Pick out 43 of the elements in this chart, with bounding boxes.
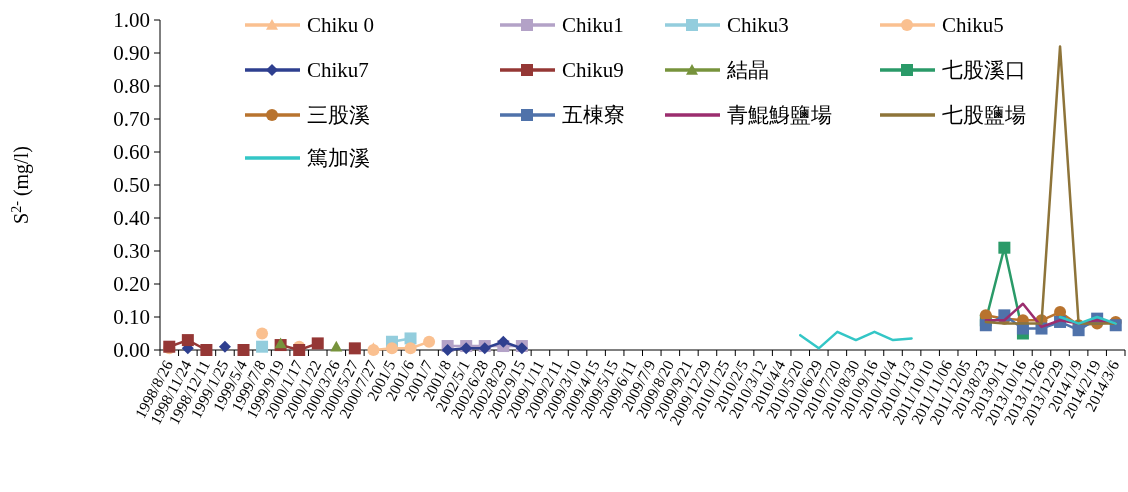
point — [256, 340, 269, 353]
point — [200, 344, 213, 356]
legend-label: 五棟寮 — [562, 103, 625, 128]
point — [181, 334, 194, 347]
point — [367, 344, 380, 356]
y-tick-label: 0.00 — [113, 338, 150, 363]
y-tick-label: 0.10 — [113, 305, 150, 330]
point — [423, 335, 436, 348]
legend-label: 三股溪 — [307, 103, 370, 128]
point — [404, 342, 417, 355]
y-tick-label: 0.90 — [113, 41, 150, 66]
point — [385, 342, 398, 355]
legend-label: Chiku3 — [727, 13, 789, 38]
legend-label: Chiku9 — [562, 58, 624, 83]
point — [497, 335, 510, 348]
y-tick-label: 0.70 — [113, 107, 150, 132]
y-tick-label: 0.80 — [113, 74, 150, 99]
legend-label: 篤加溪 — [307, 146, 370, 171]
point — [256, 327, 269, 340]
legend-label: Chiku5 — [942, 13, 1004, 38]
y-tick-label: 1.00 — [113, 8, 150, 33]
y-tick-label: 0.30 — [113, 239, 150, 264]
y-tick-label: 0.50 — [113, 173, 150, 198]
point — [1072, 324, 1085, 337]
point — [237, 344, 250, 356]
y-tick-label: 0.20 — [113, 272, 150, 297]
point — [404, 332, 417, 345]
point — [293, 344, 306, 356]
legend-label: 結晶 — [726, 58, 769, 83]
y-tick-label: 0.40 — [113, 206, 150, 231]
legend-label: 七股溪口 — [942, 58, 1026, 83]
legend-label: Chiku7 — [307, 58, 369, 83]
point — [348, 342, 361, 355]
point — [441, 344, 454, 356]
point — [311, 337, 324, 350]
point — [998, 241, 1011, 254]
y-tick-label: 0.60 — [113, 140, 150, 165]
legend-label: 七股鹽場 — [942, 103, 1026, 128]
point — [218, 340, 231, 353]
legend-label: 青鯤鯓鹽場 — [727, 103, 832, 128]
legend-label: Chiku 0 — [307, 13, 375, 38]
legend-label: Chiku1 — [562, 13, 624, 38]
point — [330, 340, 343, 352]
